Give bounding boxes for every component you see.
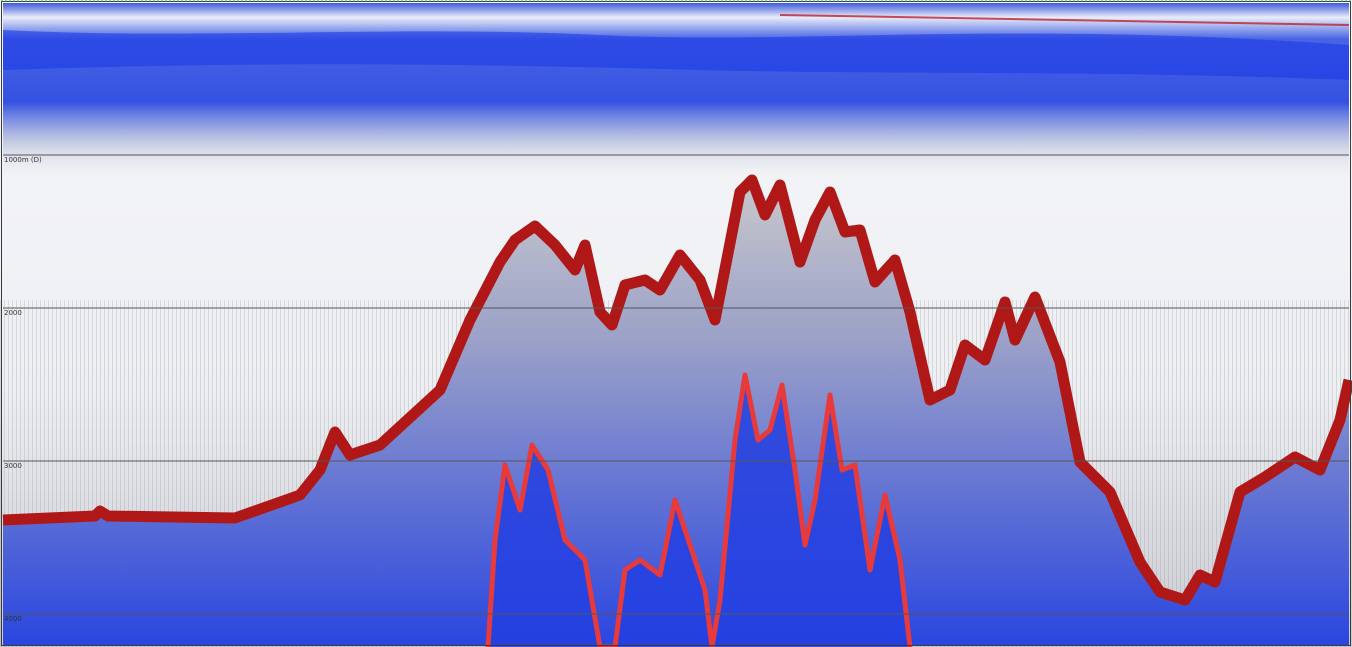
depth-label: 2000 [4, 309, 22, 317]
sub-bottom-reflector [485, 372, 913, 647]
depth-label: 3000 [4, 462, 22, 470]
surface-echo [779, 14, 1350, 26]
seabed [2, 174, 1352, 606]
deep-scattering [3, 30, 1349, 80]
depth-label: 1000m (D) [4, 156, 42, 164]
depth-label: 4000 [4, 615, 22, 623]
sub-bottom-blue [488, 375, 910, 647]
scattering-layer [3, 3, 1349, 183]
sub-bottom [3, 180, 1349, 645]
